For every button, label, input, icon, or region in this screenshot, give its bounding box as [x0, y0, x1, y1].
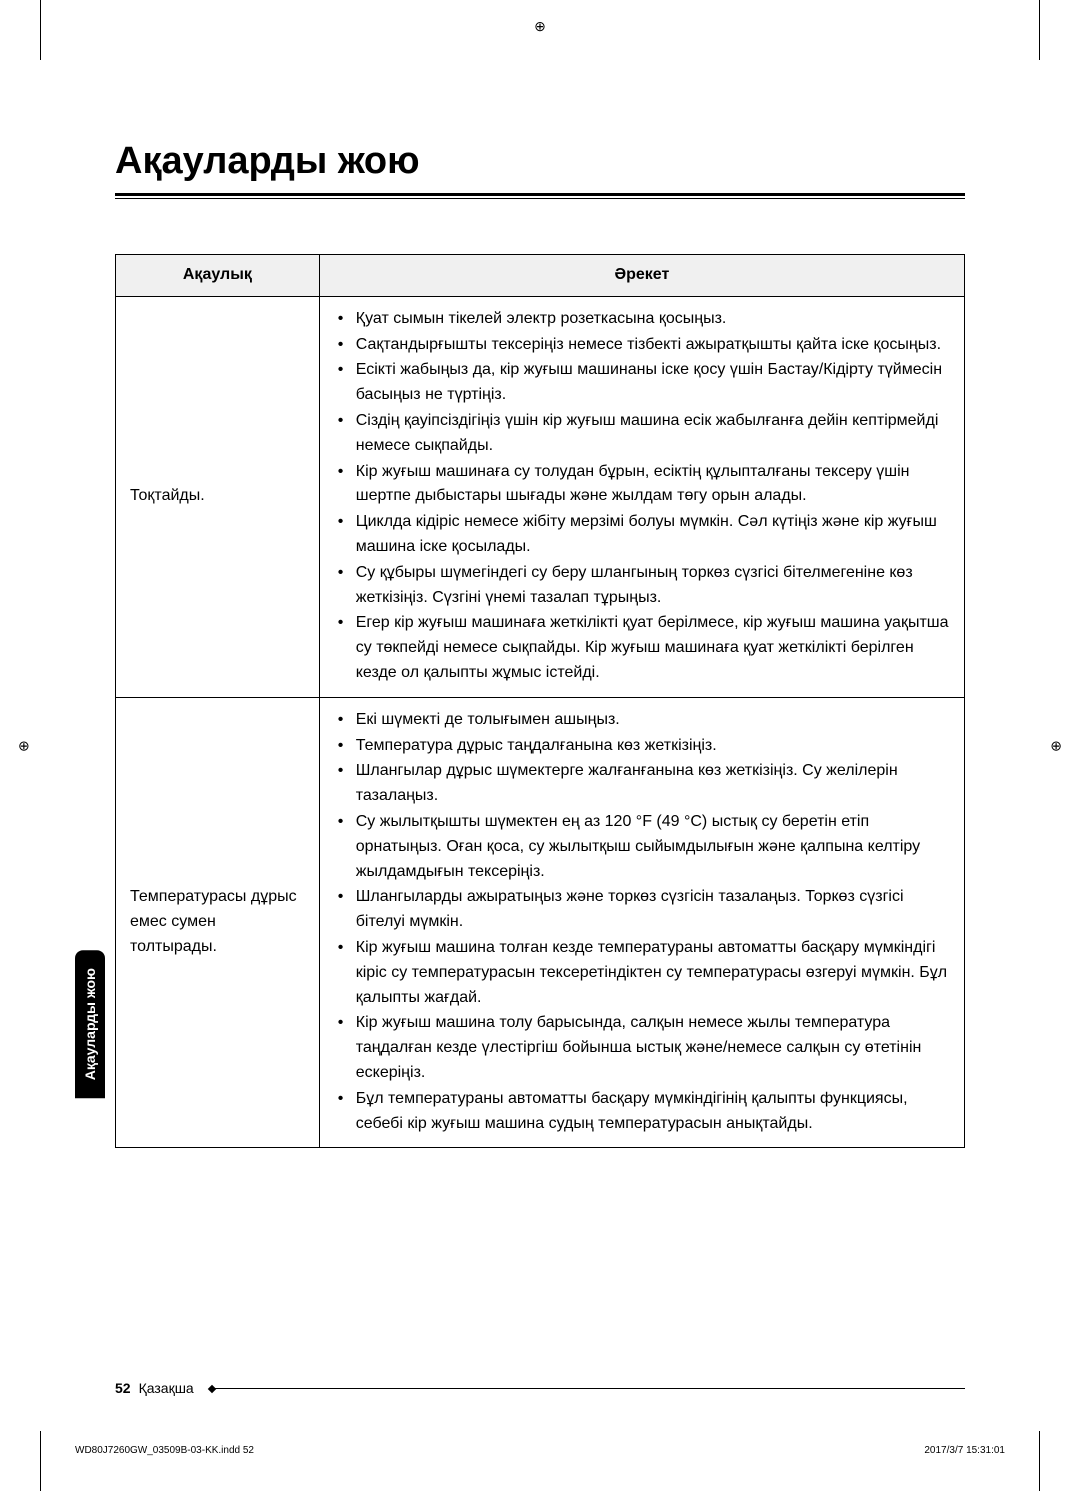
side-tab: Ақауларды жою [75, 950, 105, 1098]
header-problem: Ақаулық [116, 255, 320, 297]
list-item: Шлангылар дұрыс шүмектерге жалғанғанына … [334, 759, 950, 809]
crop-line [40, 1431, 41, 1491]
list-item: Шлангыларды ажыратыңыз және торкөз сүзгі… [334, 885, 950, 935]
crop-line [40, 0, 41, 60]
list-item: Сақтандырғышты тексеріңіз немесе тізбект… [334, 333, 950, 358]
list-item: Есікті жабыңыз да, кір жуғыш машинаны іс… [334, 358, 950, 408]
title-rule [115, 198, 965, 199]
list-item: Сіздің қауіпсіздігіңіз үшін кір жуғыш ма… [334, 409, 950, 459]
table-row: Температурасы дұрыс емес сумен толтырады… [116, 697, 965, 1148]
list-item: Температура дұрыс таңдалғанына көз жеткі… [334, 734, 950, 759]
action-list: Қуат сымын тікелей электр розеткасына қо… [334, 307, 950, 686]
print-timestamp: 2017/3/7 15:31:01 [924, 1445, 1005, 1456]
action-cell: Қуат сымын тікелей электр розеткасына қо… [319, 296, 964, 697]
list-item: Циклда кідіріс немесе жібіту мерзімі бол… [334, 510, 950, 560]
page-number: 52 [115, 1380, 131, 1396]
footer-rule [209, 1388, 965, 1389]
problem-cell: Тоқтайды. [116, 296, 320, 697]
list-item: Су жылытқышты шүмектен ең аз 120 °F (49 … [334, 810, 950, 884]
page-footer: 52 Қазақша [115, 1380, 965, 1396]
crop-mark-icon: ⊕ [1050, 737, 1062, 754]
list-item: Кір жуғыш машина толған кезде температур… [334, 936, 950, 1010]
print-file: WD80J7260GW_03509B-03-KK.indd 52 [75, 1445, 254, 1456]
header-action: Әрекет [319, 255, 964, 297]
page-language: Қазақша [139, 1380, 194, 1396]
problem-cell: Температурасы дұрыс емес сумен толтырады… [116, 697, 320, 1148]
list-item: Егер кір жуғыш машинаға жеткілікті қуат … [334, 611, 950, 685]
crop-mark-icon: ⊕ [18, 737, 30, 754]
list-item: Бұл температураны автоматты басқару мүмк… [334, 1087, 950, 1137]
list-item: Кір жуғыш машина толу барысында, салқын … [334, 1011, 950, 1085]
troubleshoot-table: Ақаулық Әрекет Тоқтайды. Қуат сымын тіке… [115, 254, 965, 1148]
print-footer: WD80J7260GW_03509B-03-KK.indd 52 2017/3/… [75, 1445, 1005, 1456]
list-item: Су құбыры шүмегіндегі су беру шлангының … [334, 561, 950, 611]
title-rule [115, 193, 965, 196]
crop-line [1039, 1431, 1040, 1491]
list-item: Қуат сымын тікелей электр розеткасына қо… [334, 307, 950, 332]
action-list: Екі шүмекті де толығымен ашыңыз. Темпера… [334, 708, 950, 1137]
page-content: Ақауларды жою Ақаулық Әрекет Тоқтайды. Қ… [0, 0, 1080, 1198]
action-cell: Екі шүмекті де толығымен ашыңыз. Темпера… [319, 697, 964, 1148]
page-title: Ақауларды жою [115, 140, 965, 183]
table-row: Тоқтайды. Қуат сымын тікелей электр розе… [116, 296, 965, 697]
crop-line [1039, 0, 1040, 60]
crop-mark-icon: ⊕ [534, 18, 546, 35]
list-item: Кір жуғыш машинаға су толудан бұрын, есі… [334, 460, 950, 510]
list-item: Екі шүмекті де толығымен ашыңыз. [334, 708, 950, 733]
table-header-row: Ақаулық Әрекет [116, 255, 965, 297]
